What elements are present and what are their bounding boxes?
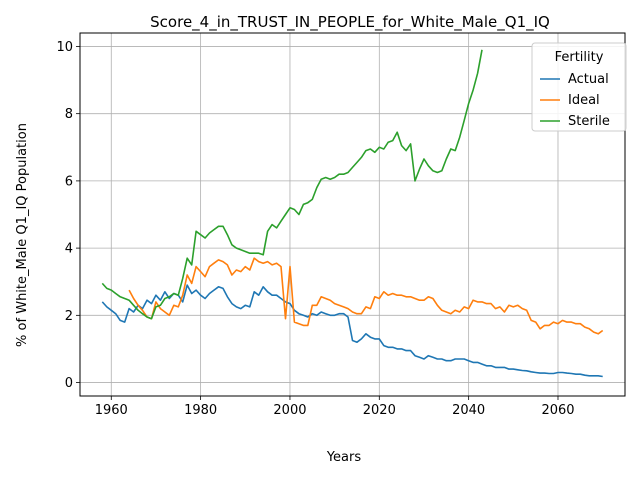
- x-axis-ticks: 1960 1980 2000 2020 2040 2060: [95, 396, 575, 418]
- y-tick-label: 10: [56, 40, 73, 55]
- x-tick-label: 1960: [95, 403, 128, 418]
- y-tick-label: 0: [65, 376, 73, 391]
- y-tick-label: 4: [65, 242, 73, 257]
- series-layer: [101, 49, 604, 378]
- series-line-actual: [101, 284, 603, 378]
- y-tick-label: 6: [65, 174, 73, 189]
- x-axis-label: Years: [326, 450, 362, 465]
- plot-area-frame: [79, 32, 626, 397]
- series-line-ideal: [128, 257, 604, 335]
- x-tick-label: 2060: [541, 403, 574, 418]
- series-line-sterile: [101, 49, 483, 320]
- y-tick-label: 2: [65, 309, 73, 324]
- y-tick-label: 8: [65, 107, 73, 122]
- x-tick-label: 1980: [184, 403, 217, 418]
- x-tick-label: 2040: [452, 403, 485, 418]
- y-axis-label: % of White_Male Q1_IQ Population: [15, 123, 30, 347]
- legend-entry-sterile: Sterile: [568, 114, 610, 129]
- legend: Fertility Actual Ideal Sterile: [531, 42, 627, 132]
- legend-entry-actual: Actual: [568, 72, 609, 87]
- y-axis-ticks: 0 2 4 6 8 10: [56, 40, 80, 391]
- x-tick-label: 2020: [363, 403, 396, 418]
- chart-title: Score_4_in_TRUST_IN_PEOPLE_for_White_Mal…: [150, 13, 550, 32]
- x-tick-label: 2000: [273, 403, 306, 418]
- legend-entry-ideal: Ideal: [568, 93, 600, 108]
- legend-box: [531, 42, 627, 132]
- legend-title: Fertility: [555, 50, 604, 65]
